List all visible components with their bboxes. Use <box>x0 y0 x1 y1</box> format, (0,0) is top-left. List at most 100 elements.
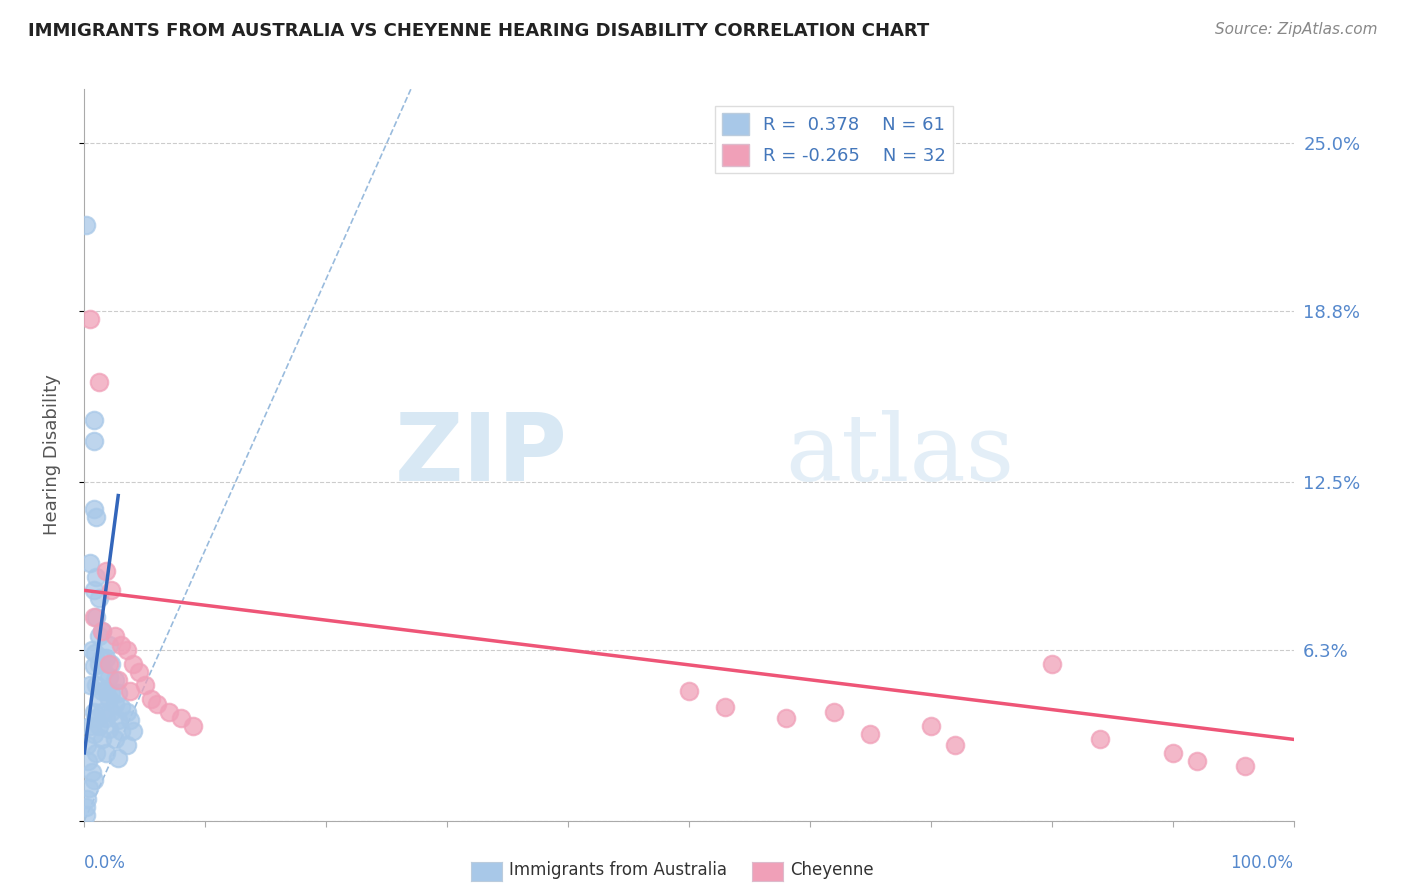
Point <box>97 691 120 706</box>
Text: 100.0%: 100.0% <box>1230 854 1294 871</box>
Point <box>76 738 98 752</box>
Point <box>91 683 114 698</box>
Text: Source: ZipAtlas.com: Source: ZipAtlas.com <box>1215 22 1378 37</box>
Point <box>120 683 142 698</box>
Point <box>86 610 108 624</box>
Point <box>97 722 120 736</box>
Point <box>75 800 97 814</box>
Point <box>86 711 108 725</box>
Point <box>83 434 105 449</box>
Point <box>94 565 117 579</box>
Point <box>104 732 127 747</box>
Point <box>100 686 122 700</box>
Point <box>100 706 122 720</box>
Point <box>94 651 117 665</box>
Point <box>1234 759 1257 773</box>
Point <box>83 583 105 598</box>
Point <box>94 746 117 760</box>
Point <box>86 678 108 692</box>
Point <box>107 751 129 765</box>
Point <box>94 711 117 725</box>
Point <box>87 375 110 389</box>
Point <box>94 683 117 698</box>
Point <box>110 638 132 652</box>
Point <box>775 711 797 725</box>
Point <box>97 670 120 684</box>
Point <box>107 714 129 728</box>
Point <box>79 678 101 692</box>
Point <box>1040 657 1063 671</box>
Point <box>77 781 100 796</box>
Point <box>86 746 108 760</box>
Point <box>83 502 105 516</box>
Point <box>128 665 150 679</box>
Point <box>80 764 103 779</box>
Point <box>1185 754 1208 768</box>
Point <box>80 643 103 657</box>
Point <box>1088 732 1111 747</box>
Point <box>104 673 127 687</box>
Point <box>83 659 105 673</box>
Point <box>87 591 110 606</box>
Point <box>100 583 122 598</box>
Y-axis label: Hearing Disability: Hearing Disability <box>42 375 60 535</box>
Point <box>91 732 114 747</box>
Point <box>93 665 115 679</box>
Point <box>76 792 98 806</box>
Point <box>79 312 101 326</box>
Point <box>157 706 180 720</box>
Point <box>83 706 105 720</box>
Point <box>87 657 110 671</box>
Text: Cheyenne: Cheyenne <box>790 861 873 879</box>
Point <box>83 413 105 427</box>
Point <box>181 719 204 733</box>
Point <box>120 714 142 728</box>
Point <box>79 719 101 733</box>
Point <box>91 624 114 638</box>
Point <box>678 683 700 698</box>
Text: Immigrants from Australia: Immigrants from Australia <box>509 861 727 879</box>
Point <box>100 657 122 671</box>
Point <box>134 678 156 692</box>
Point <box>79 556 101 570</box>
Point <box>115 738 138 752</box>
Point <box>86 570 108 584</box>
Point <box>139 691 162 706</box>
Point <box>823 706 845 720</box>
Point <box>97 638 120 652</box>
Point <box>110 699 132 714</box>
Point <box>91 706 114 720</box>
Text: 0.0%: 0.0% <box>84 854 127 871</box>
Point <box>87 629 110 643</box>
Legend: R =  0.378    N = 61, R = -0.265    N = 32: R = 0.378 N = 61, R = -0.265 N = 32 <box>714 105 953 173</box>
Point <box>97 657 120 671</box>
Point <box>77 754 100 768</box>
Point <box>1161 746 1184 760</box>
Text: ZIP: ZIP <box>395 409 568 501</box>
Point <box>75 218 97 232</box>
Point <box>920 719 942 733</box>
Point <box>104 629 127 643</box>
Point <box>115 706 138 720</box>
Point <box>107 673 129 687</box>
Point <box>714 699 737 714</box>
Point <box>83 610 105 624</box>
Point <box>170 711 193 725</box>
Point <box>84 646 107 660</box>
Point <box>91 624 114 638</box>
Point <box>107 686 129 700</box>
Point <box>86 510 108 524</box>
Point <box>859 727 882 741</box>
Point <box>115 643 138 657</box>
Point <box>943 738 966 752</box>
Point <box>83 727 105 741</box>
Point <box>87 719 110 733</box>
Point <box>121 657 143 671</box>
Point <box>91 651 114 665</box>
Text: IMMIGRANTS FROM AUSTRALIA VS CHEYENNE HEARING DISABILITY CORRELATION CHART: IMMIGRANTS FROM AUSTRALIA VS CHEYENNE HE… <box>28 22 929 40</box>
Text: atlas: atlas <box>786 410 1015 500</box>
Point <box>104 697 127 711</box>
Point <box>121 724 143 739</box>
Point <box>83 772 105 787</box>
Point <box>110 724 132 739</box>
